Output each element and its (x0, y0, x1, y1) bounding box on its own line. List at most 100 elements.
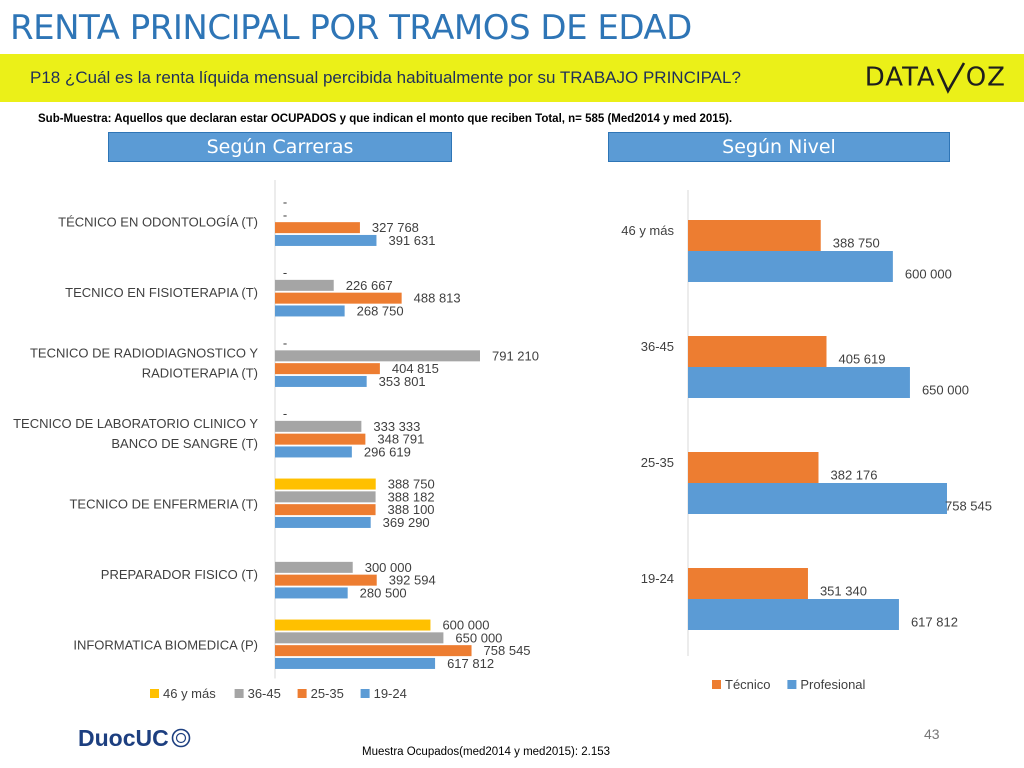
bar (275, 645, 472, 657)
data-label: 405 619 (838, 352, 885, 367)
category-label: 19-24 (641, 571, 674, 586)
legend-swatch (150, 689, 159, 698)
bar (275, 446, 352, 458)
page-title: RENTA PRINCIPAL POR TRAMOS DE EDAD (10, 8, 692, 48)
bar (275, 234, 377, 246)
datavoz-logo: DATA OZ (865, 60, 1006, 96)
data-label: 353 801 (379, 374, 426, 389)
bar (688, 367, 910, 398)
category-label: TECNICO DE LABORATORIO CLINICO Y (13, 416, 258, 431)
page-number: 43 (924, 726, 940, 742)
question-text: P18 ¿Cuál es la renta líquida mensual pe… (30, 68, 741, 87)
question-band: P18 ¿Cuál es la renta líquida mensual pe… (0, 54, 1024, 102)
category-label: RADIOTERAPIA (T) (142, 365, 258, 380)
legend-label: 36-45 (248, 686, 281, 701)
category-label: TECNICO EN FISIOTERAPIA (T) (65, 285, 258, 300)
bar (275, 516, 371, 528)
footer-note: Muestra Ocupados(med2014 y med2015): 2.1… (362, 746, 611, 758)
tab-segun-carreras: Según Carreras (108, 132, 452, 162)
legend-swatch (787, 680, 797, 689)
bar (275, 561, 353, 573)
data-label: 327 768 (372, 220, 419, 235)
v-slash-logo-icon (936, 62, 965, 94)
data-label: 791 210 (492, 348, 539, 363)
bar (275, 657, 436, 669)
bar (275, 491, 376, 503)
bar (275, 504, 376, 516)
data-label: 388 100 (388, 502, 435, 517)
data-label: - (283, 406, 287, 421)
category-label: TÉCNICO EN ODONTOLOGÍA (T) (58, 214, 258, 229)
legend-label: 25-35 (311, 686, 344, 701)
category-label: INFORMATICA BIOMEDICA (P) (73, 637, 258, 652)
category-label: TECNICO DE ENFERMERIA (T) (69, 496, 258, 511)
bar (688, 452, 819, 483)
data-label: 300 000 (365, 560, 412, 575)
subsample-note: Sub-Muestra: Aquellos que declaran estar… (38, 113, 733, 125)
bar (275, 222, 360, 234)
data-label: 296 619 (364, 444, 411, 459)
legend-swatch (360, 689, 370, 698)
data-label: 268 750 (357, 303, 404, 318)
category-label: TECNICO DE RADIODIAGNOSTICO Y (30, 345, 258, 360)
bar (275, 632, 444, 644)
bar (688, 599, 899, 630)
bar (275, 619, 431, 631)
data-label: 404 815 (392, 361, 439, 376)
bar (275, 574, 377, 586)
data-label: - (283, 265, 287, 280)
data-label: 280 500 (360, 585, 407, 600)
bar (275, 305, 345, 317)
seal-icon (171, 728, 191, 748)
legend-label: 19-24 (374, 686, 407, 701)
data-label: 351 340 (820, 584, 867, 599)
data-label: 650 000 (455, 630, 502, 645)
chart-nivel: 46 y más 388 750 600 000 36-45 405 619 650 00… (621, 190, 992, 692)
data-label: - (283, 336, 287, 351)
data-label: 388 750 (388, 477, 435, 492)
bar (688, 483, 947, 514)
bar (275, 363, 380, 375)
data-label: 600 000 (905, 267, 952, 282)
data-label: 388 750 (833, 236, 880, 251)
legend-swatch (297, 689, 307, 698)
bar (275, 375, 367, 387)
data-label: - (283, 195, 287, 210)
bar (688, 336, 827, 367)
category-label: 36-45 (641, 339, 674, 354)
bar (688, 220, 821, 251)
data-label: 348 791 (377, 432, 424, 447)
data-label: 488 813 (414, 291, 461, 306)
legend-label: Técnico (725, 677, 771, 692)
legend-label: 46 y más (163, 686, 216, 701)
bar (688, 251, 893, 282)
bar (275, 420, 362, 432)
category-label: 25-35 (641, 455, 674, 470)
data-label: 600 000 (442, 618, 489, 633)
bar (275, 433, 366, 445)
bar (275, 587, 348, 599)
category-label: 46 y más (621, 223, 674, 238)
bar (275, 292, 402, 304)
bar (688, 568, 808, 599)
data-label: 382 176 (830, 468, 877, 483)
data-label: 617 812 (447, 656, 494, 671)
data-label: 391 631 (388, 233, 435, 248)
data-label: 758 545 (484, 643, 531, 658)
data-label: 392 594 (389, 573, 436, 588)
category-label: BANCO DE SANGRE (T) (111, 436, 258, 451)
bar (275, 350, 480, 362)
data-label: 226 667 (346, 278, 393, 293)
data-label: 369 290 (383, 515, 430, 530)
legend-label: Profesional (800, 677, 865, 692)
data-label: 388 182 (388, 489, 435, 504)
data-label: 758 545 (945, 499, 992, 514)
data-label: - (283, 207, 287, 222)
bar (275, 478, 376, 490)
data-label: 617 812 (911, 615, 958, 630)
category-label: PREPARADOR FISICO (T) (101, 567, 258, 582)
legend-swatch (712, 680, 721, 689)
tab-segun-nivel: Según Nivel (608, 132, 950, 162)
legend-swatch (234, 689, 244, 698)
